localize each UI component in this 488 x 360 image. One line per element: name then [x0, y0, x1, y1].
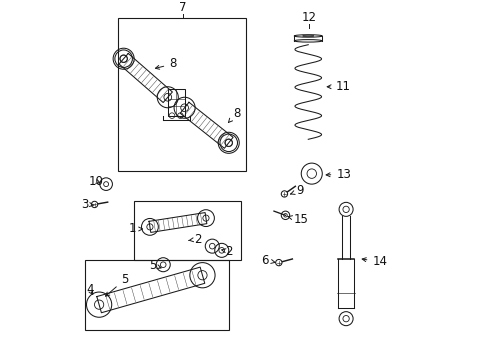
Text: 8: 8: [228, 107, 240, 122]
Text: 4: 4: [86, 283, 94, 296]
Text: 10: 10: [88, 175, 103, 188]
Text: 6: 6: [261, 254, 274, 267]
Text: 8: 8: [155, 58, 176, 71]
Bar: [134, 201, 241, 260]
Text: 5: 5: [149, 259, 161, 272]
Circle shape: [275, 260, 282, 266]
Bar: [85, 260, 228, 330]
Bar: [167, 89, 184, 116]
Text: 7: 7: [179, 1, 186, 14]
Text: 3: 3: [81, 198, 94, 211]
Text: 14: 14: [362, 255, 386, 269]
Text: 12: 12: [301, 11, 316, 24]
Text: 11: 11: [326, 80, 350, 93]
Text: 15: 15: [287, 213, 308, 226]
Text: 2: 2: [221, 245, 232, 258]
Bar: [118, 18, 246, 171]
Text: 9: 9: [290, 184, 303, 197]
Text: 5: 5: [105, 273, 128, 296]
Circle shape: [281, 191, 287, 197]
Text: 13: 13: [325, 168, 350, 181]
Text: 1: 1: [128, 222, 142, 235]
Text: 2: 2: [188, 233, 201, 246]
Circle shape: [91, 201, 98, 208]
